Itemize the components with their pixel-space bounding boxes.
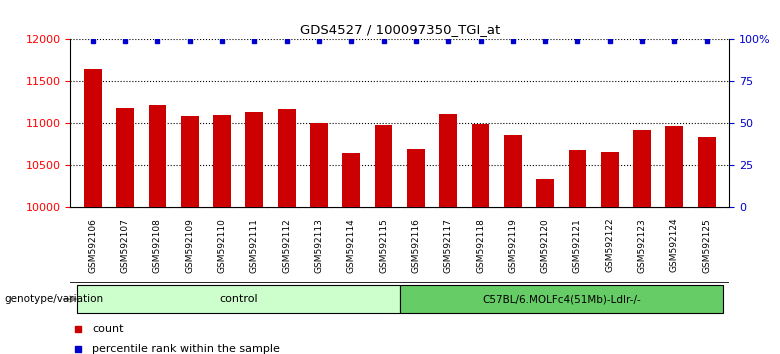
Bar: [374, 125, 392, 354]
Bar: [504, 135, 522, 354]
Bar: [537, 178, 554, 354]
Bar: [213, 115, 231, 354]
Text: GSM592109: GSM592109: [185, 218, 194, 273]
Bar: [148, 104, 166, 354]
Text: control: control: [219, 294, 257, 304]
Bar: [407, 149, 425, 354]
Text: percentile rank within the sample: percentile rank within the sample: [92, 344, 280, 354]
Text: GSM592111: GSM592111: [250, 218, 259, 273]
Text: GSM592119: GSM592119: [509, 218, 517, 273]
Text: GSM592122: GSM592122: [605, 218, 615, 273]
Bar: [116, 108, 134, 354]
Text: GSM592125: GSM592125: [702, 218, 711, 273]
Bar: [310, 123, 328, 354]
Bar: [569, 150, 587, 354]
Text: GSM592120: GSM592120: [541, 218, 550, 273]
Text: GSM592113: GSM592113: [314, 218, 324, 273]
Bar: [181, 116, 199, 354]
Bar: [633, 130, 651, 354]
Text: GSM592118: GSM592118: [476, 218, 485, 273]
Text: C57BL/6.MOLFc4(51Mb)-Ldlr-/-: C57BL/6.MOLFc4(51Mb)-Ldlr-/-: [482, 294, 640, 304]
Text: GSM592106: GSM592106: [88, 218, 98, 273]
Bar: [472, 124, 489, 354]
Text: GSM592121: GSM592121: [573, 218, 582, 273]
Text: GSM592117: GSM592117: [444, 218, 452, 273]
Text: GSM592112: GSM592112: [282, 218, 291, 273]
Bar: [342, 153, 360, 354]
Bar: [698, 137, 715, 354]
Text: GSM592107: GSM592107: [121, 218, 129, 273]
Text: GSM592123: GSM592123: [637, 218, 647, 273]
Bar: [601, 152, 619, 354]
Text: genotype/variation: genotype/variation: [4, 294, 103, 304]
Text: GSM592124: GSM592124: [670, 218, 679, 273]
Bar: [665, 126, 683, 354]
Bar: [439, 114, 457, 354]
Bar: [246, 112, 263, 354]
Bar: [278, 109, 296, 354]
Bar: [399, 285, 723, 314]
Title: GDS4527 / 100097350_TGI_at: GDS4527 / 100097350_TGI_at: [300, 23, 500, 36]
Text: GSM592115: GSM592115: [379, 218, 388, 273]
Bar: [76, 285, 399, 314]
Text: GSM592114: GSM592114: [347, 218, 356, 273]
Text: GSM592110: GSM592110: [218, 218, 226, 273]
Text: GSM592108: GSM592108: [153, 218, 162, 273]
Text: GSM592116: GSM592116: [411, 218, 420, 273]
Bar: [84, 69, 101, 354]
Text: count: count: [92, 324, 123, 334]
